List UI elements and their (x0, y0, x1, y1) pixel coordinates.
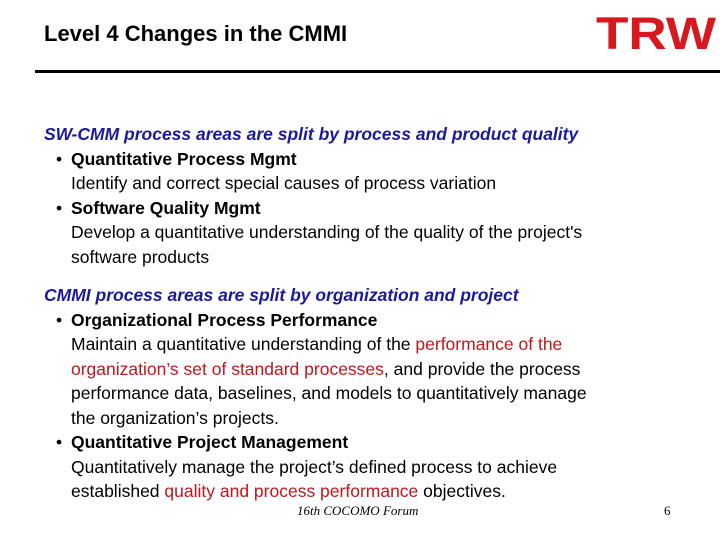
highlight-segment: quality and process performance (164, 481, 419, 501)
title-divider (35, 70, 720, 73)
text-segment: established (71, 481, 165, 501)
slide-title: Level 4 Changes in the CMMI (44, 21, 348, 46)
bullet-text-line: organization’s set of standard processes… (71, 357, 704, 382)
text-segment: , and provide the process (383, 358, 581, 379)
cmmi-heading: CMMI process areas are split by organiza… (44, 285, 519, 305)
bullet-text-line: Develop a quantitative understanding of … (71, 222, 583, 242)
bullet-marker: • (56, 309, 63, 330)
bullet-text-line: Maintain a quantitative understanding of… (71, 332, 704, 357)
bullet-software-quality-mgmt: • Software Quality Mgmt Develop a quanti… (44, 196, 704, 270)
bullet-marker: • (56, 148, 63, 169)
bullet-text-line: the organization’s projects. (71, 407, 279, 428)
bullet-organizational-process-performance: • Organizational Process Performance Mai… (44, 308, 704, 431)
sw-cmm-heading: SW-CMM process areas are split by proces… (44, 124, 579, 144)
bullet-marker: • (56, 197, 63, 218)
bullet-title: Software Quality Mgmt (71, 197, 261, 218)
bullet-text-line: software products (71, 246, 210, 267)
footer-text: 16th COCOMO Forum (297, 503, 419, 518)
highlight-segment: organization’s set of standard processes (71, 358, 384, 379)
bullet-title: Quantitative Process Mgmt (71, 148, 297, 169)
bullet-title: Quantitative Project Management (71, 432, 349, 452)
trw-logo: TRW (596, 10, 716, 58)
bullet-text-line: Quantitatively manage the project’s defi… (71, 456, 558, 477)
bullet-text: Identify and correct special causes of p… (71, 173, 497, 193)
bullet-quantitative-project-management: • Quantitative Project Management Quanti… (44, 430, 704, 504)
slide-content: SW-CMM process areas are split by proces… (44, 122, 704, 504)
bullet-quantitative-process-mgmt: • Quantitative Process Mgmt Identify and… (44, 147, 704, 196)
text-segment: Maintain a quantitative understanding of… (71, 334, 416, 354)
text-segment: objectives. (418, 481, 506, 501)
bullet-text-line: established quality and process performa… (71, 479, 704, 504)
bullet-marker: • (56, 432, 63, 452)
highlight-segment: performance of the (415, 334, 563, 354)
bullet-title: Organizational Process Performance (71, 309, 378, 330)
bullet-text-line: performance data, baselines, and models … (71, 383, 587, 403)
page-number: 6 (664, 503, 671, 518)
